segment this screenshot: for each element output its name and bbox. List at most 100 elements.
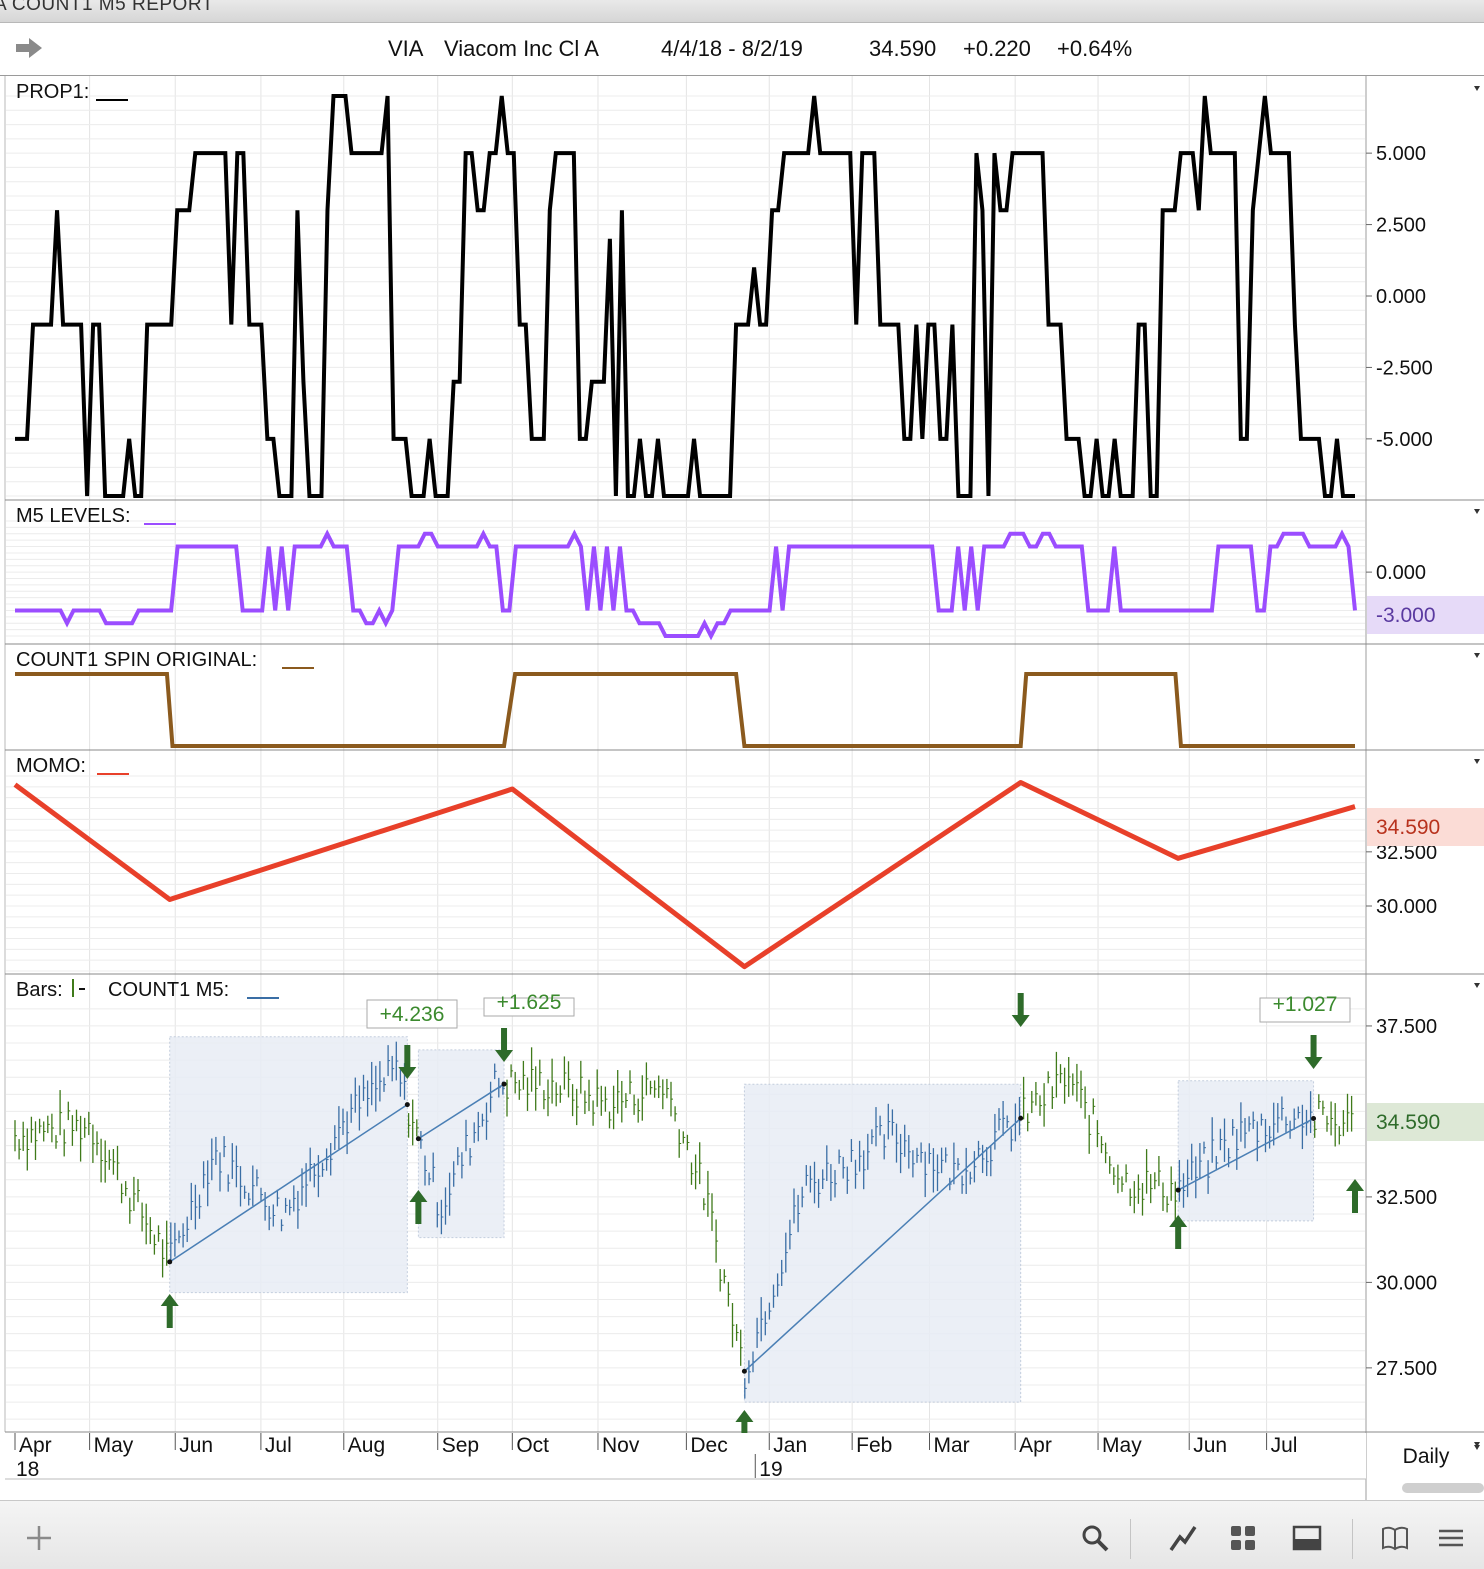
m5-levels-series-line	[15, 529, 1357, 641]
company-name: Viacom Inc Cl A	[444, 36, 599, 61]
prop1-series-line	[15, 94, 1355, 498]
grid-icon[interactable]	[1228, 1523, 1258, 1553]
regression-box	[1177, 1080, 1315, 1222]
momo-last-value-tag: 34.590	[1367, 808, 1484, 846]
gain-annotation: +4.236	[380, 1003, 445, 1026]
last-price: 34.590	[869, 36, 937, 61]
regression-box	[169, 1036, 408, 1294]
x-tick-label: Nov	[602, 1434, 640, 1457]
x-tick-label: Dec	[690, 1434, 727, 1457]
x-year-label: 18	[16, 1458, 39, 1481]
regression-endpoint	[501, 1081, 507, 1087]
sell-arrow-icon	[1304, 1035, 1323, 1069]
prop1-label: PROP1:	[16, 81, 89, 103]
y-tick-label: 0.000	[1376, 286, 1426, 308]
x-tick-label: Jul	[1271, 1434, 1298, 1457]
window-title: A COUNT1 M5 REPORT	[0, 0, 214, 15]
x-tick-label: Oct	[516, 1434, 549, 1457]
y-tick-label: 30.000	[1376, 1272, 1437, 1294]
window-titlebar: A COUNT1 M5 REPORT	[0, 0, 1484, 23]
buy-arrow-icon	[160, 1294, 179, 1328]
panel-menu-caret-icon[interactable]	[1474, 509, 1480, 514]
chart-header: VIA Viacom Inc Cl A 4/4/18 - 8/2/19 34.5…	[0, 23, 1484, 76]
gain-annotation: +1.027	[1273, 993, 1338, 1016]
signal-arrows	[160, 993, 1364, 1444]
book-icon[interactable]	[1380, 1523, 1410, 1553]
regression-endpoint	[1175, 1187, 1181, 1193]
x-tick-label: Sep	[442, 1434, 479, 1457]
x-tick-label: Apr	[1019, 1434, 1052, 1457]
price-change-pct: +0.64%	[1057, 36, 1133, 61]
search-icon[interactable]	[1080, 1523, 1110, 1553]
svg-text:34.590: 34.590	[1376, 1111, 1440, 1134]
regression-box	[417, 1049, 505, 1239]
y-tick-label: 32.500	[1376, 1187, 1437, 1209]
momo-label: MOMO:	[16, 755, 86, 777]
y-tick-label: 30.000	[1376, 896, 1437, 918]
y-tick-label: -5.000	[1376, 429, 1433, 451]
bottom-toolbar	[0, 1500, 1484, 1569]
x-tick-label: Jun	[179, 1434, 213, 1457]
menu-icon[interactable]	[1436, 1523, 1466, 1553]
y-axis-ticks: 5.000 2.500 0.000 -2.500 -5.000 0.000 32.500 30…	[1366, 143, 1437, 1380]
y-tick-label: 2.500	[1376, 215, 1426, 237]
bars-last-value-tag: 34.590	[1367, 1103, 1484, 1141]
panel-menu-caret-icon[interactable]	[1474, 983, 1480, 988]
x-tick-label: Aug	[348, 1434, 385, 1457]
draw-line-icon[interactable]	[1168, 1523, 1198, 1553]
horizontal-scrollbar[interactable]	[1402, 1483, 1484, 1493]
x-tick-label: Jan	[773, 1434, 807, 1457]
price-bars	[14, 1041, 1354, 1399]
regression-endpoint	[741, 1368, 747, 1374]
m5-last-value-tag: -3.000	[1367, 596, 1484, 634]
regression-line	[1177, 1117, 1314, 1191]
count1-spin-label: COUNT1 SPIN ORIGINAL:	[16, 649, 257, 671]
panel-menu-caret-icon[interactable]	[1474, 86, 1480, 91]
regression-lines	[167, 1081, 1317, 1374]
sell-arrow-icon	[1011, 993, 1030, 1027]
y-tick-label: 37.500	[1376, 1016, 1437, 1038]
buy-arrow-icon	[1346, 1179, 1364, 1213]
regression-line	[169, 1103, 408, 1263]
regression-line	[743, 1117, 1022, 1372]
period-caret-icon[interactable]	[1474, 1442, 1480, 1447]
sell-arrow-icon	[398, 1045, 417, 1079]
buy-arrow-icon	[1169, 1215, 1188, 1249]
period-selector[interactable]: Daily	[1403, 1445, 1450, 1468]
y-tick-label: 5.000	[1376, 143, 1426, 165]
y-tick-label: 0.000	[1376, 562, 1426, 584]
gain-annotation-box	[1259, 997, 1351, 1023]
panel-menu-caret-icon[interactable]	[1474, 759, 1480, 764]
y-tick-label: 32.500	[1376, 842, 1437, 864]
regression-endpoint	[1311, 1116, 1317, 1122]
x-tick-label: May	[1102, 1434, 1142, 1457]
m5-levels-label: M5 LEVELS:	[16, 505, 131, 527]
symbol-ticker: VIA	[388, 36, 424, 61]
regression-endpoint	[415, 1136, 421, 1142]
buy-arrow-icon	[735, 1410, 754, 1444]
chart-area[interactable]: PROP1: M5 LEVELS: COUNT1 SPIN ORIGINAL: …	[0, 76, 1484, 1500]
gain-annotation: +1.625	[497, 991, 562, 1014]
svg-text:-3.000: -3.000	[1376, 604, 1436, 627]
y-tick-label: 27.500	[1376, 1358, 1437, 1380]
x-tick-label: Jun	[1193, 1434, 1227, 1457]
regression-line	[417, 1083, 505, 1140]
x-year-label: 19	[759, 1458, 782, 1481]
panel-menu-caret-icon[interactable]	[1474, 1445, 1480, 1450]
x-axis: Apr May Jun Jul Aug Sep Oct Nov Dec Jan Feb Mar Apr M…	[5, 1433, 1366, 1481]
y-tick-label: -2.500	[1376, 357, 1433, 379]
buy-arrow-icon	[409, 1190, 428, 1224]
svg-text:34.590: 34.590	[1376, 816, 1440, 839]
date-range: 4/4/18 - 8/2/19	[661, 36, 803, 61]
x-tick-label: May	[94, 1434, 134, 1457]
forward-arrow-icon[interactable]	[14, 35, 44, 61]
gain-annotation-box	[483, 997, 575, 1017]
x-tick-label: Jul	[265, 1434, 292, 1457]
count1-m5-label: COUNT1 M5:	[108, 979, 229, 1001]
panel-menu-caret-icon[interactable]	[1474, 653, 1480, 658]
panel-icon[interactable]	[1292, 1523, 1322, 1553]
momo-series-line	[13, 780, 1356, 970]
plus-icon[interactable]	[24, 1523, 54, 1553]
sell-arrow-icon	[495, 1028, 514, 1062]
price-change: +0.220	[963, 36, 1031, 61]
